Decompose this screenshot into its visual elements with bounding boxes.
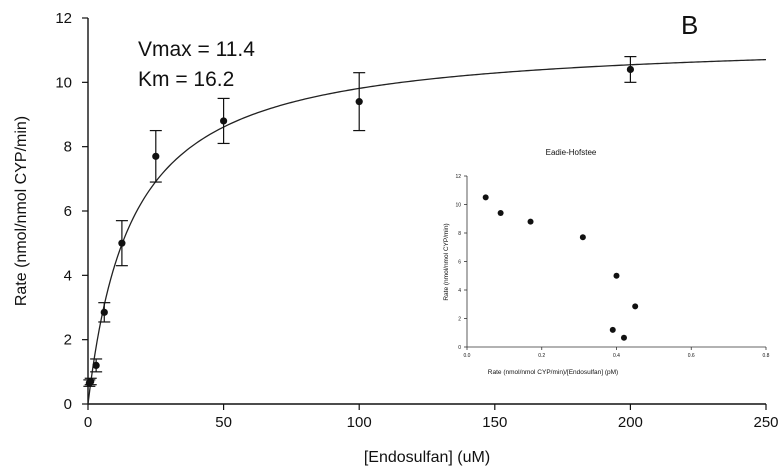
data-marker <box>220 117 228 125</box>
inset-data-marker <box>482 194 489 201</box>
inset-x-tick-label: 0.2 <box>538 353 545 359</box>
x-tick-label: 0 <box>84 414 92 431</box>
x-tick-label: 100 <box>347 414 372 431</box>
data-marker <box>100 308 108 316</box>
inset-data-points <box>482 194 639 341</box>
data-point <box>217 97 230 145</box>
inset-y-tick-label: 12 <box>455 174 461 180</box>
data-marker <box>152 152 160 160</box>
data-point <box>115 220 128 267</box>
data-point <box>353 72 366 132</box>
data-point <box>90 358 103 373</box>
km-annotation: Km = 16.2 <box>138 68 234 91</box>
inset-x-tick-label: 0.0 <box>464 353 471 359</box>
inset-data-marker <box>527 218 534 225</box>
inset-x-tick-label: 0.8 <box>763 353 770 359</box>
y-tick-label: 0 <box>64 396 72 413</box>
fit-curve <box>87 58 767 405</box>
data-marker <box>118 239 126 247</box>
inset-y-tick-label: 2 <box>458 317 461 323</box>
inset-y-tick-label: 10 <box>455 203 461 209</box>
inset-x-ticks: 0.0 0.2 0.4 0.6 0.8 <box>464 347 770 359</box>
inset-data-marker <box>620 334 627 341</box>
y-tick-label: 12 <box>55 10 72 27</box>
y-tick-label: 10 <box>55 74 72 91</box>
inset-y-tick-label: 8 <box>458 231 461 237</box>
data-marker <box>87 377 95 386</box>
x-axis-label: [Endosulfan] (uM) <box>364 449 490 466</box>
inset-y-ticks: 0 2 4 6 8 10 12 <box>455 174 467 351</box>
vmax-annotation: Vmax = 11.4 <box>138 38 255 61</box>
y-tick-label: 8 <box>64 139 72 156</box>
y-tick-label: 6 <box>64 203 72 220</box>
x-ticks: 0 50 100 150 200 250 <box>84 404 779 431</box>
y-axis-label: Rate (nmol/nmol CYP/min) <box>13 116 30 306</box>
x-tick-label: 250 <box>753 414 778 431</box>
data-point <box>98 302 111 323</box>
data-point <box>84 377 97 386</box>
x-tick-label: 200 <box>618 414 643 431</box>
inset-data-marker <box>632 303 639 310</box>
panel-label: B <box>681 10 698 40</box>
data-point <box>624 55 637 83</box>
inset-y-tick-label: 6 <box>458 260 461 266</box>
inset-title: Eadie-Hofstee <box>546 148 597 157</box>
y-tick-label: 4 <box>64 267 72 284</box>
inset-x-axis-label: Rate (nmol/nmol CYP/min)/[Endosulfan] (p… <box>488 369 618 376</box>
y-tick-label: 2 <box>64 332 72 349</box>
inset-y-tick-label: 0 <box>458 345 461 351</box>
inset-plot: Eadie-Hofstee 0.0 0.2 0.4 0.6 0.8 024681012 … <box>443 148 770 376</box>
inset-data-marker <box>497 210 504 217</box>
inset-y-axis-label: Rate (nmol/nmol CYP/min) <box>443 223 450 300</box>
inset-x-tick-label: 0.4 <box>613 353 620 359</box>
inset-data-marker <box>579 234 586 241</box>
x-tick-label: 50 <box>215 414 232 431</box>
inset-x-tick-label: 0.6 <box>688 353 695 359</box>
data-marker <box>355 98 363 106</box>
inset-y-tick-label: 4 <box>458 288 461 294</box>
x-tick-label: 150 <box>482 414 507 431</box>
data-marker <box>92 361 100 369</box>
data-point <box>149 129 162 183</box>
data-marker <box>626 65 635 74</box>
inset-data-marker <box>609 326 616 333</box>
inset-data-marker <box>613 272 620 279</box>
data-points <box>83 55 637 387</box>
y-ticks: 0 2 4 6 8 10 12 <box>55 10 88 413</box>
